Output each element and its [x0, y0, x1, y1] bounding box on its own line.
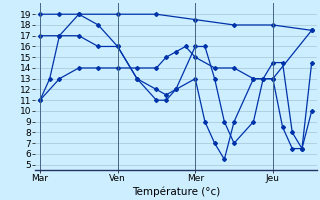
X-axis label: Température (°c): Température (°c): [132, 186, 220, 197]
